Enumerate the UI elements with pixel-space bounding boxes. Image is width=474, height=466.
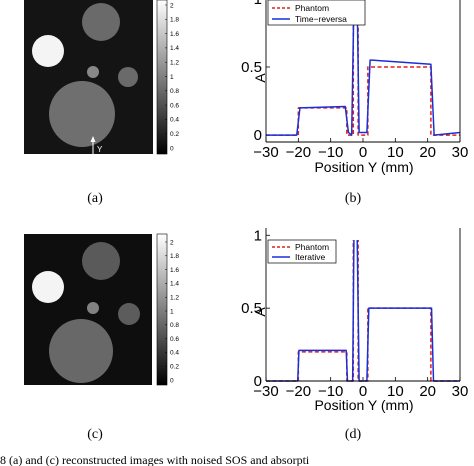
colorbar-a: [156, 0, 168, 155]
chart-b-legend: Phantom Time−reversa: [267, 0, 366, 26]
footer-caption: 8 (a) and (c) reconstructed images with …: [0, 453, 310, 466]
x-tick-label: −20: [286, 383, 311, 400]
caption-c: (c): [87, 427, 103, 442]
right-circle: [118, 303, 140, 325]
chart-b-ylabel: A: [252, 73, 268, 83]
colorbar-tick-label: 1.8: [170, 17, 179, 24]
x-tick-label: −10: [318, 383, 343, 400]
chart-b-xlabel: Position Y (mm): [314, 159, 413, 175]
y-marker-label: Y: [97, 145, 103, 154]
colorbar-tick-label: 1.6: [170, 267, 179, 274]
chart-d-legend: Phantom Iterative: [267, 239, 337, 264]
colorbar-a-ticks: 2 1.8 1.6 1.4 1.2 1 0.8 0.6 0.4 0.2 0: [165, 2, 179, 152]
colorbar-tick-label: 2: [170, 239, 174, 246]
chart-d-frame: [265, 228, 461, 382]
colorbar-tick-label: 1: [170, 74, 174, 81]
x-tick-label: 20: [419, 383, 436, 400]
x-tick-label: −30: [253, 144, 278, 161]
colorbar-tick-label: 0.8: [170, 88, 179, 95]
small-circle: [87, 302, 99, 314]
colorbar-tick-label: 0: [170, 377, 174, 384]
large-lower-circle: [49, 319, 113, 383]
y-tick-label: 0.5: [241, 300, 262, 317]
x-tick-label: 30: [452, 144, 469, 161]
y-tick-label: 0.5: [241, 59, 262, 76]
colorbar-tick-label: 1: [170, 308, 174, 315]
colorbar-tick-label: 0.2: [170, 131, 179, 138]
chart-panel-b: −30 −20 −10 0 10 20 30 0 0.5 1 Phantom Time−rever…: [241, 0, 468, 175]
caption-d: (d): [345, 427, 362, 442]
large-bright-circle: [32, 271, 64, 303]
legend-label-iterative: Iterative: [295, 252, 326, 262]
legend-label-time-reversal: Time−reversa: [295, 14, 347, 24]
right-circle: [118, 67, 138, 87]
colorbar-tick-label: 2: [170, 2, 174, 9]
colorbar-tick-label: 1.2: [170, 60, 179, 67]
large-bright-circle: [32, 35, 64, 67]
colorbar-tick-label: 1.4: [170, 45, 179, 52]
x-tick-label: 30: [452, 383, 469, 400]
colorbar-tick-label: 1.6: [170, 31, 179, 38]
image-panel-c: 2 1.8 1.6 1.4 1.2 1 0.8 0.6 0.4 0.2 0: [24, 233, 179, 386]
chart-d-axes: −30 −20 −10 0 10 20 30 0 0.5 1: [241, 227, 468, 400]
large-lower-circle: [49, 81, 115, 147]
colorbar-tick-label: 0.6: [170, 102, 179, 109]
y-marker-arrow: [90, 136, 96, 142]
y-tick-label: 0: [254, 373, 262, 390]
series-line-iterative: [266, 240, 460, 382]
small-circle: [87, 66, 99, 78]
y-tick-label: 0: [254, 127, 262, 144]
legend-label-phantom: Phantom: [295, 242, 329, 252]
colorbar-tick-label: 0.4: [170, 117, 179, 124]
colorbar-tick-label: 0.8: [170, 322, 179, 329]
colorbar-tick-label: 0.6: [170, 336, 179, 343]
y-tick-label: 1: [254, 0, 262, 8]
colorbar-c: [156, 233, 168, 386]
chart-b-axes: −30 −20 −10 0 10 20 30 0 0.5 1: [241, 0, 468, 161]
x-tick-label: 10: [387, 144, 404, 161]
colorbar-tick-label: 0.2: [170, 364, 179, 371]
chart-d-series: [266, 240, 460, 382]
colorbar-tick-label: 1.8: [170, 253, 179, 260]
legend-box: [267, 0, 366, 26]
caption-b: (b): [345, 191, 362, 206]
upper-right-circle: [82, 3, 120, 41]
series-line-phantom: [266, 0, 460, 136]
colorbar-c-ticks: 2 1.8 1.6 1.4 1.2 1 0.8 0.6 0.4 0.2 0: [165, 239, 179, 384]
y-tick-label: 1: [254, 227, 262, 244]
x-tick-label: 20: [419, 144, 436, 161]
colorbar-tick-label: 0.4: [170, 350, 179, 357]
x-tick-label: −30: [253, 383, 278, 400]
chart-d-ylabel: A: [252, 307, 268, 317]
x-tick-label: 10: [387, 383, 404, 400]
colorbar-tick-label: 1.4: [170, 281, 179, 288]
chart-d-xlabel: Position Y (mm): [314, 397, 413, 413]
x-tick-label: 0: [359, 144, 367, 161]
colorbar-tick-label: 1.2: [170, 295, 179, 302]
image-panel-a: Y 2 1.8 1.6 1.4 1.2 1 0.8 0.6 0.4 0.2 0: [24, 0, 179, 155]
chart-b-frame: [265, 0, 461, 143]
caption-a: (a): [87, 191, 103, 206]
colorbar-tick-label: 0: [170, 145, 174, 152]
legend-label-phantom: Phantom: [295, 3, 329, 13]
x-tick-label: 0: [359, 383, 367, 400]
x-tick-label: −10: [318, 144, 343, 161]
upper-right-circle: [82, 242, 120, 280]
x-tick-label: −20: [286, 144, 311, 161]
